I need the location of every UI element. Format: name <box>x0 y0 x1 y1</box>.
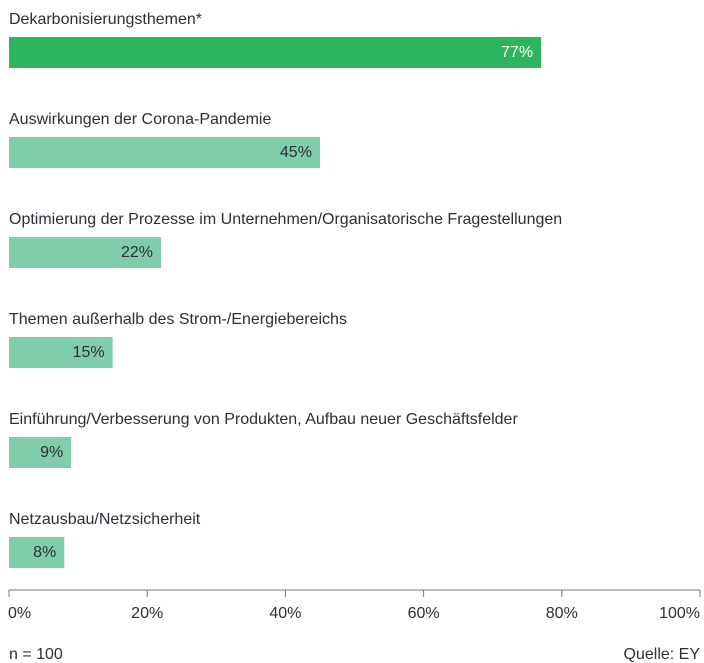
category-label: Einführung/Verbesserung von Produkten, A… <box>9 411 518 428</box>
value-label: 9% <box>40 444 63 461</box>
bar <box>9 137 320 168</box>
x-tick-label: 60% <box>408 605 440 622</box>
bar <box>9 37 542 68</box>
x-tick-label: 80% <box>546 605 578 622</box>
value-label: 77% <box>501 44 533 61</box>
category-label: Netzausbau/Netzsicherheit <box>9 511 201 528</box>
category-label: Themen außerhalb des Strom-/Energieberei… <box>9 311 347 328</box>
x-tick-label: 100% <box>659 605 700 622</box>
x-tick-label: 40% <box>269 605 301 622</box>
value-label: 45% <box>280 144 312 161</box>
x-tick-label: 0% <box>8 605 31 622</box>
category-label: Dekarbonisierungsthemen* <box>9 11 202 28</box>
x-tick-label: 20% <box>131 605 163 622</box>
note: n = 100 <box>9 646 63 663</box>
category-label: Auswirkungen der Corona-Pandemie <box>9 111 271 128</box>
value-label: 22% <box>121 244 153 261</box>
value-label: 15% <box>73 344 105 361</box>
bar <box>9 337 113 368</box>
value-label: 8% <box>33 544 56 561</box>
bar <box>9 437 72 468</box>
bar <box>9 537 65 568</box>
category-label: Optimierung der Prozesse im Unternehmen/… <box>9 211 562 228</box>
bar <box>9 237 162 268</box>
source: Quelle: EY <box>624 646 701 663</box>
